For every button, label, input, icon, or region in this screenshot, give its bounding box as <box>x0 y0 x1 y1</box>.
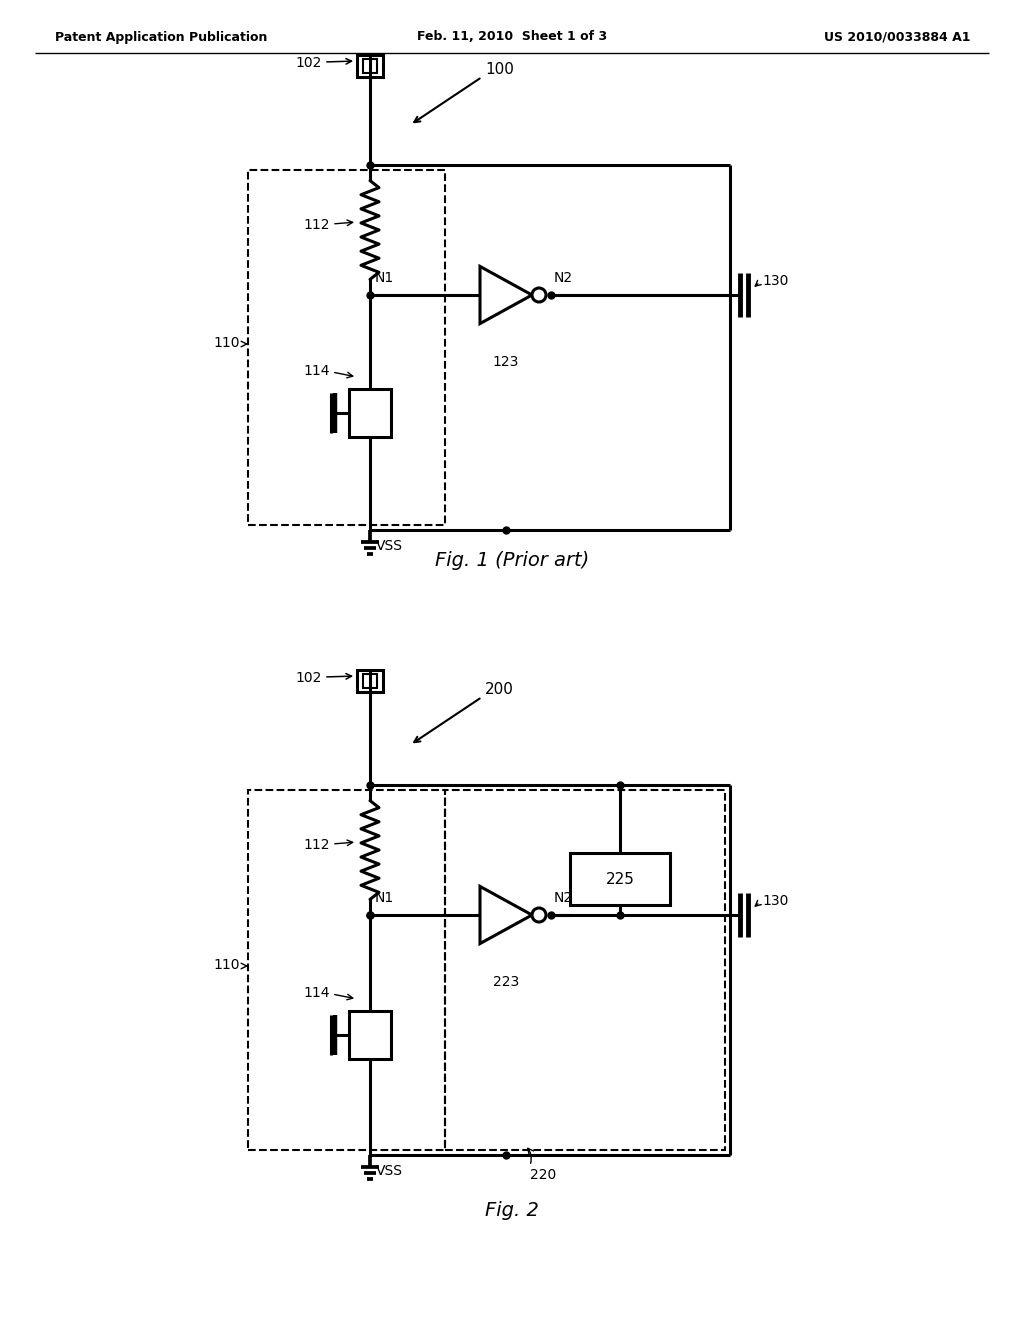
Text: 110: 110 <box>213 337 240 350</box>
Text: 112: 112 <box>303 838 330 851</box>
Text: Fig. 1 (Prior art): Fig. 1 (Prior art) <box>435 550 589 569</box>
Text: N1: N1 <box>375 271 394 285</box>
Text: 112: 112 <box>303 218 330 232</box>
Text: Fig. 2: Fig. 2 <box>485 1200 539 1220</box>
Text: 123: 123 <box>493 355 519 370</box>
Text: 114: 114 <box>303 364 330 378</box>
Text: 114: 114 <box>303 986 330 1001</box>
Bar <box>362 59 377 73</box>
Bar <box>445 789 725 1150</box>
Text: VSS: VSS <box>376 1164 403 1177</box>
Text: VSS: VSS <box>376 539 403 553</box>
Text: 100: 100 <box>485 62 514 78</box>
Polygon shape <box>480 267 532 323</box>
Text: N2: N2 <box>554 271 573 285</box>
Bar <box>248 789 445 1150</box>
Text: US 2010/0033884 A1: US 2010/0033884 A1 <box>823 30 970 44</box>
Bar <box>349 1011 391 1059</box>
Text: N2: N2 <box>554 891 573 906</box>
Text: 102: 102 <box>296 671 322 685</box>
Text: 220: 220 <box>530 1168 556 1181</box>
Text: 110: 110 <box>213 958 240 972</box>
Text: 225: 225 <box>605 871 635 887</box>
Bar <box>357 671 383 692</box>
Text: 102: 102 <box>296 55 322 70</box>
Text: N1: N1 <box>375 891 394 906</box>
Circle shape <box>532 908 546 921</box>
Bar <box>362 675 377 688</box>
Text: 200: 200 <box>485 682 514 697</box>
Polygon shape <box>480 887 532 944</box>
Text: 223: 223 <box>493 975 519 989</box>
Text: 130: 130 <box>762 894 788 908</box>
Bar <box>248 170 445 525</box>
Text: Feb. 11, 2010  Sheet 1 of 3: Feb. 11, 2010 Sheet 1 of 3 <box>417 30 607 44</box>
Circle shape <box>532 288 546 302</box>
Bar <box>357 55 383 77</box>
Text: 130: 130 <box>762 275 788 288</box>
Bar <box>349 389 391 437</box>
Text: Patent Application Publication: Patent Application Publication <box>55 30 267 44</box>
Bar <box>570 853 670 906</box>
